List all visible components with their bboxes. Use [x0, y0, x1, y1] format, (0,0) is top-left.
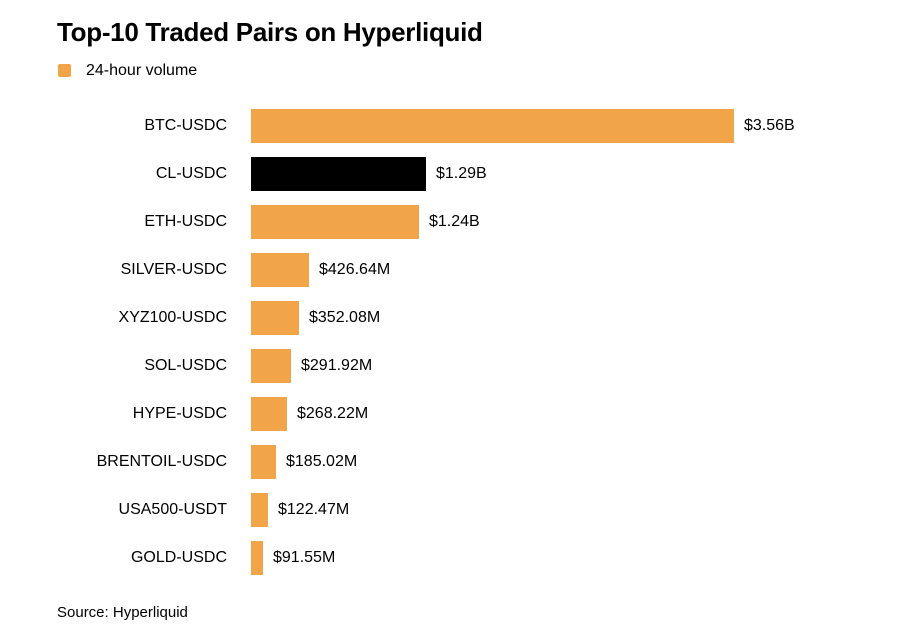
category-label: XYZ100-USDC — [118, 308, 227, 326]
value-label: $3.56B — [744, 116, 795, 134]
value-label: $91.55M — [273, 548, 336, 566]
value-label: $185.02M — [286, 452, 358, 470]
bar — [251, 540, 263, 575]
category-label: ETH-USDC — [144, 212, 227, 230]
bar — [251, 300, 299, 335]
legend-swatch-icon — [58, 64, 71, 78]
value-label: $1.24B — [429, 212, 480, 230]
source-note: Source: Hyperliquid — [57, 603, 188, 621]
chart-title: Top-10 Traded Pairs on Hyperliquid — [57, 17, 483, 47]
chart-row: HYPE-USDC $268.22M — [57, 390, 875, 438]
value-label: $426.64M — [319, 260, 391, 278]
bar — [251, 252, 309, 287]
bar — [251, 108, 734, 143]
legend: 24-hour volume — [58, 62, 875, 80]
bar — [251, 396, 287, 431]
value-label: $352.08M — [309, 308, 381, 326]
chart-row: BRENTOIL-USDC $185.02M — [57, 438, 875, 486]
value-label: $122.47M — [278, 500, 350, 518]
value-label: $268.22M — [297, 404, 369, 422]
value-label: $1.29B — [436, 164, 487, 182]
value-label: $291.92M — [301, 356, 373, 374]
chart-row: XYZ100-USDC $352.08M — [57, 294, 875, 342]
legend-label: 24-hour volume — [86, 61, 198, 79]
chart-row: CL-USDC $1.29B — [57, 150, 875, 198]
category-label: CL-USDC — [155, 164, 227, 182]
category-label: GOLD-USDC — [130, 548, 227, 566]
bar — [251, 156, 426, 191]
category-label: BRENTOIL-USDC — [96, 452, 227, 470]
category-label: SILVER-USDC — [120, 260, 227, 278]
bar — [251, 444, 276, 479]
chart-row: USA500-USDT $122.47M — [57, 486, 875, 534]
category-label: HYPE-USDC — [132, 404, 227, 422]
chart-row: GOLD-USDC $91.55M — [57, 534, 875, 582]
bar-chart: BTC-USDC $3.56B CL-USDC $1.29B ETH-USDC $1.24… — [57, 102, 875, 582]
category-label: BTC-USDC — [144, 116, 227, 134]
category-label: SOL-USDC — [144, 356, 227, 374]
bar — [251, 492, 268, 527]
category-label: USA500-USDT — [118, 500, 227, 518]
chart-row: SOL-USDC $291.92M — [57, 342, 875, 390]
chart-row: BTC-USDC $3.56B — [57, 102, 875, 150]
bar — [251, 204, 419, 239]
chart-row: ETH-USDC $1.24B — [57, 198, 875, 246]
bar — [251, 348, 291, 383]
chart-row: SILVER-USDC $426.64M — [57, 246, 875, 294]
